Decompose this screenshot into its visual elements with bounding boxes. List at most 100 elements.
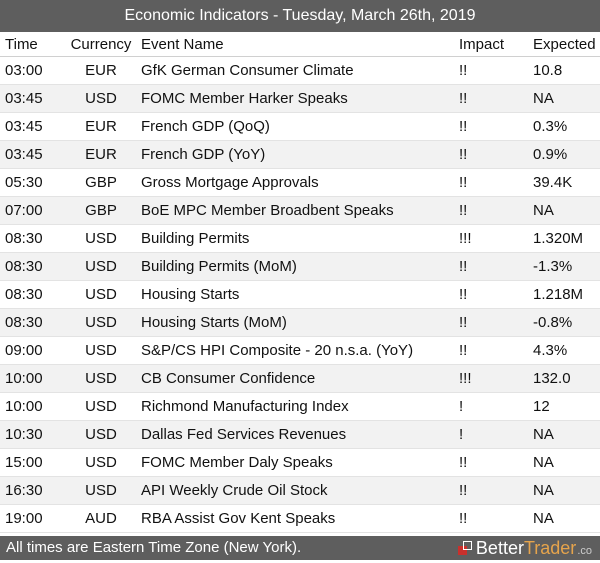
- cell-time: 10:30: [0, 420, 65, 449]
- cell-event: Dallas Fed Services Revenues: [137, 420, 453, 449]
- table-row: 07:00 GBP BoE MPC Member Broadbent Speaks!…: [0, 196, 600, 225]
- cell-event: FOMC Member Harker Speaks: [137, 84, 453, 113]
- cell-event: RBA Assist Gov Kent Speaks: [137, 504, 453, 533]
- column-header-expected: Expected: [527, 32, 600, 57]
- cell-currency: EUR: [65, 140, 137, 169]
- table-row: 08:30 USD Building Permits (MoM)!! -1.3%: [0, 252, 600, 281]
- cell-time: 08:30: [0, 224, 65, 253]
- cell-expected: 10.8: [527, 56, 600, 85]
- cell-currency: USD: [65, 280, 137, 309]
- table-body: 03:00 EUR GfK German Consumer Climate!! 10.…: [0, 56, 600, 533]
- cell-expected: -1.3%: [527, 252, 600, 281]
- cell-time: 15:00: [0, 448, 65, 477]
- brand-mark-icon: [457, 541, 472, 555]
- cell-expected: 12: [527, 392, 600, 421]
- cell-currency: EUR: [65, 112, 137, 141]
- cell-impact: !!: [453, 476, 527, 505]
- cell-event: French GDP (QoQ): [137, 112, 453, 141]
- table-row: 10:30 USD Dallas Fed Services Revenues! NA: [0, 420, 600, 449]
- cell-time: 10:00: [0, 392, 65, 421]
- cell-currency: USD: [65, 364, 137, 393]
- cell-event: API Weekly Crude Oil Stock: [137, 476, 453, 505]
- cell-currency: USD: [65, 224, 137, 253]
- cell-event: BoE MPC Member Broadbent Speaks: [137, 196, 453, 225]
- cell-time: 05:30: [0, 168, 65, 197]
- table-row: 09:00 USD S&P/CS HPI Composite - 20 n.s.a.…: [0, 336, 600, 365]
- cell-expected: -0.8%: [527, 308, 600, 337]
- brand-name-part1: Better: [475, 538, 524, 558]
- cell-impact: !!: [453, 56, 527, 85]
- indicators-table: Time Currency Event Name Impact Expected…: [0, 32, 600, 533]
- cell-currency: EUR: [65, 56, 137, 85]
- page-title: Economic Indicators - Tuesday, March 26t…: [0, 0, 600, 32]
- cell-time: 10:00: [0, 364, 65, 393]
- cell-event: Gross Mortgage Approvals: [137, 168, 453, 197]
- cell-expected: 39.4K: [527, 168, 600, 197]
- table-row: 08:30 USD Housing Starts (MoM)!! -0.8%: [0, 308, 600, 337]
- cell-event: CB Consumer Confidence: [137, 364, 453, 393]
- cell-currency: USD: [65, 308, 137, 337]
- cell-impact: !!: [453, 112, 527, 141]
- cell-time: 08:30: [0, 280, 65, 309]
- table-row: 19:00 AUD RBA Assist Gov Kent Speaks!! NA: [0, 504, 600, 533]
- cell-expected: 132.0: [527, 364, 600, 393]
- cell-impact: !!: [453, 336, 527, 365]
- cell-expected: NA: [527, 504, 600, 533]
- cell-impact: !!: [453, 280, 527, 309]
- cell-time: 16:30: [0, 476, 65, 505]
- cell-time: 07:00: [0, 196, 65, 225]
- cell-expected: 0.9%: [527, 140, 600, 169]
- cell-impact: !!: [453, 196, 527, 225]
- table-row: 10:00 USD CB Consumer Confidence!!! 132.0: [0, 364, 600, 393]
- cell-expected: 4.3%: [527, 336, 600, 365]
- footer-bar: All times are Eastern Time Zone (New Yor…: [0, 536, 600, 560]
- cell-impact: !: [453, 420, 527, 449]
- cell-event: Housing Starts: [137, 280, 453, 309]
- cell-impact: !!: [453, 448, 527, 477]
- cell-currency: USD: [65, 420, 137, 449]
- cell-impact: !!: [453, 504, 527, 533]
- cell-time: 03:45: [0, 84, 65, 113]
- cell-impact: !!!: [453, 364, 527, 393]
- cell-impact: !!: [453, 252, 527, 281]
- cell-expected: 0.3%: [527, 112, 600, 141]
- cell-expected: NA: [527, 196, 600, 225]
- cell-currency: GBP: [65, 168, 137, 197]
- table-row: 03:45 USD FOMC Member Harker Speaks!! NA: [0, 84, 600, 113]
- cell-impact: !!: [453, 308, 527, 337]
- cell-currency: USD: [65, 336, 137, 365]
- cell-currency: AUD: [65, 504, 137, 533]
- table-row: 16:30 USD API Weekly Crude Oil Stock!! NA: [0, 476, 600, 505]
- cell-impact: !!!: [453, 224, 527, 253]
- cell-time: 03:45: [0, 140, 65, 169]
- column-header-event: Event Name: [137, 32, 453, 57]
- brand-suffix: .co: [577, 544, 592, 557]
- cell-event: GfK German Consumer Climate: [137, 56, 453, 85]
- cell-currency: USD: [65, 448, 137, 477]
- cell-expected: 1.320M: [527, 224, 600, 253]
- cell-expected: 1.218M: [527, 280, 600, 309]
- column-header-currency: Currency: [65, 32, 137, 57]
- cell-impact: !!: [453, 140, 527, 169]
- cell-event: French GDP (YoY): [137, 140, 453, 169]
- cell-currency: USD: [65, 84, 137, 113]
- cell-event: FOMC Member Daly Speaks: [137, 448, 453, 477]
- table-row: 03:00 EUR GfK German Consumer Climate!! 10.…: [0, 56, 600, 85]
- cell-currency: GBP: [65, 196, 137, 225]
- cell-time: 03:45: [0, 112, 65, 141]
- brand-logo: Better Trader .co: [457, 536, 592, 560]
- cell-event: Building Permits (MoM): [137, 252, 453, 281]
- cell-impact: !!: [453, 168, 527, 197]
- table-row: 05:30 GBP Gross Mortgage Approvals!! 39.4K: [0, 168, 600, 197]
- table-row: 08:30 USD Housing Starts!! 1.218M: [0, 280, 600, 309]
- cell-expected: NA: [527, 448, 600, 477]
- table-row: 03:45 EUR French GDP (YoY)!! 0.9%: [0, 140, 600, 169]
- cell-impact: !: [453, 392, 527, 421]
- cell-time: 08:30: [0, 252, 65, 281]
- brand-name-part2: Trader: [523, 538, 577, 558]
- table-row: 10:00 USD Richmond Manufacturing Index! 12: [0, 392, 600, 421]
- cell-event: Housing Starts (MoM): [137, 308, 453, 337]
- table-header-row: Time Currency Event Name Impact Expected: [0, 32, 600, 57]
- cell-event: Richmond Manufacturing Index: [137, 392, 453, 421]
- cell-expected: NA: [527, 84, 600, 113]
